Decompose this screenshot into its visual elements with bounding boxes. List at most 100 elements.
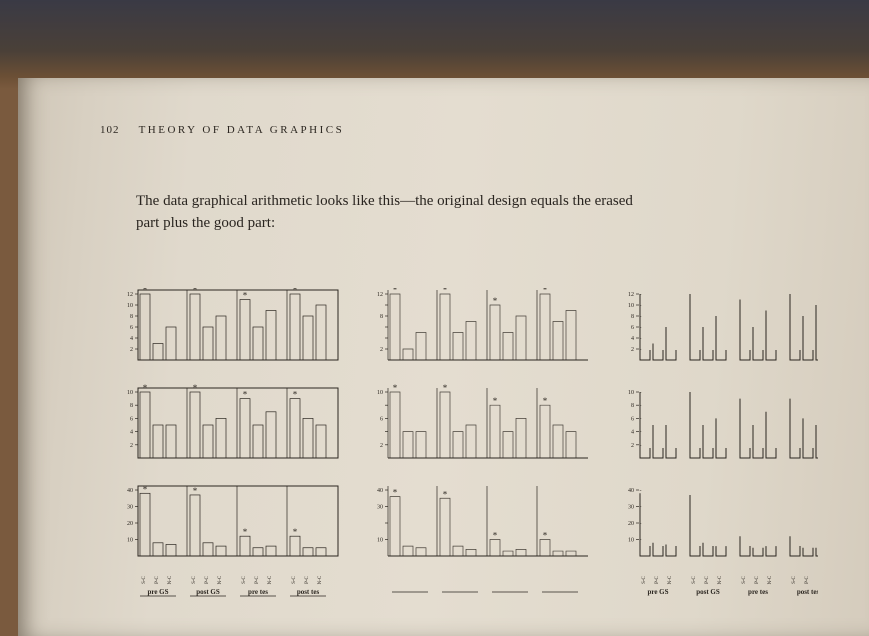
svg-text:*: * <box>193 486 198 496</box>
svg-text:20: 20 <box>127 521 133 527</box>
svg-text:N-C: N-C <box>168 575 173 584</box>
svg-text:P-C: P-C <box>255 575 260 583</box>
svg-text:post GS: post GS <box>196 588 220 596</box>
svg-text:10: 10 <box>628 303 634 309</box>
svg-text:30: 30 <box>628 505 634 511</box>
svg-text:*: * <box>143 383 148 393</box>
running-head: 102 THEORY OF DATA GRAPHICS <box>100 124 344 136</box>
svg-text:S-C: S-C <box>292 575 297 583</box>
svg-text:30: 30 <box>377 505 383 511</box>
svg-text:P-C: P-C <box>755 575 760 583</box>
svg-text:*: * <box>393 383 398 393</box>
svg-text:S-C: S-C <box>242 575 247 583</box>
svg-text:8: 8 <box>130 314 133 320</box>
svg-text:40: 40 <box>127 488 133 494</box>
svg-text:*: * <box>543 396 548 406</box>
svg-text:*: * <box>443 489 448 499</box>
svg-text:P-C: P-C <box>805 575 810 583</box>
svg-text:2: 2 <box>380 347 383 353</box>
svg-text:10: 10 <box>628 390 634 396</box>
svg-text:12: 12 <box>628 292 634 298</box>
svg-text:*: * <box>493 296 498 306</box>
svg-text:4: 4 <box>130 430 133 436</box>
svg-text:8: 8 <box>380 314 383 320</box>
svg-text:S-C: S-C <box>692 575 697 583</box>
svg-text:P-C: P-C <box>655 575 660 583</box>
svg-text:*: * <box>443 288 448 295</box>
svg-text:2: 2 <box>631 347 634 353</box>
body-paragraph: The data graphical arithmetic looks like… <box>136 191 656 235</box>
page-number: 102 <box>100 124 120 136</box>
svg-text:2: 2 <box>130 443 133 449</box>
svg-text:12: 12 <box>377 292 383 298</box>
svg-text:*: * <box>393 288 398 295</box>
svg-text:*: * <box>243 390 248 400</box>
svg-text:2: 2 <box>130 347 133 353</box>
svg-text:*: * <box>293 288 298 295</box>
svg-text:N-C: N-C <box>318 575 323 584</box>
svg-text:*: * <box>243 291 248 301</box>
svg-text:6: 6 <box>130 416 133 422</box>
svg-text:post tes: post tes <box>297 588 320 596</box>
svg-text:2: 2 <box>631 443 634 449</box>
svg-text:N-C: N-C <box>218 575 223 584</box>
svg-text:20: 20 <box>628 521 634 527</box>
svg-text:6: 6 <box>631 416 634 422</box>
svg-text:N-C: N-C <box>268 575 273 584</box>
svg-text:-: - <box>640 488 642 494</box>
svg-text:S-C: S-C <box>142 575 147 583</box>
book-page: 102 THEORY OF DATA GRAPHICS The data gra… <box>18 78 869 636</box>
svg-text:pre tes: pre tes <box>748 588 768 596</box>
svg-text:40: 40 <box>377 488 383 494</box>
svg-text:8: 8 <box>631 314 634 320</box>
svg-text:S-C: S-C <box>742 575 747 583</box>
svg-text:10: 10 <box>377 390 383 396</box>
svg-text:10: 10 <box>377 538 383 544</box>
svg-text:6: 6 <box>380 416 383 422</box>
svg-text:*: * <box>193 288 198 295</box>
svg-text:P-C: P-C <box>205 575 210 583</box>
svg-text:10: 10 <box>127 538 133 544</box>
svg-text:*: * <box>143 288 148 295</box>
svg-text:*: * <box>243 527 248 537</box>
svg-text:*: * <box>193 383 198 393</box>
svg-text:*: * <box>293 527 298 537</box>
svg-text:*: * <box>393 488 398 498</box>
svg-text:10: 10 <box>127 390 133 396</box>
svg-text:P-C: P-C <box>705 575 710 583</box>
svg-text:pre GS: pre GS <box>147 588 168 596</box>
svg-text:4: 4 <box>631 430 634 436</box>
svg-text:6: 6 <box>631 325 634 331</box>
svg-text:4: 4 <box>631 336 634 342</box>
svg-text:*: * <box>293 390 298 400</box>
panels-svg: 2 4 6 8 10 12 * * * * 2 4 6 8 10 * * * * 10 20 30 40 * * * * S-C P-C… <box>118 288 818 618</box>
svg-text:8: 8 <box>631 403 634 409</box>
svg-text:post GS: post GS <box>696 588 720 596</box>
svg-text:*: * <box>543 288 548 295</box>
svg-text:S-C: S-C <box>192 575 197 583</box>
chart-panels: 2 4 6 8 10 12 * * * * 2 4 6 8 10 * * * * 10 20 30 40 * * * * S-C P-C… <box>118 288 818 618</box>
svg-text:*: * <box>493 531 498 541</box>
svg-text:S-C: S-C <box>792 575 797 583</box>
svg-text:N-C: N-C <box>668 575 673 584</box>
svg-text:pre tes: pre tes <box>248 588 268 596</box>
svg-text:*: * <box>443 383 448 393</box>
svg-text:40: 40 <box>628 488 634 494</box>
svg-text:30: 30 <box>127 505 133 511</box>
svg-text:*: * <box>493 396 498 406</box>
photo-background: 102 THEORY OF DATA GRAPHICS The data gra… <box>0 0 869 636</box>
svg-text:P-C: P-C <box>155 575 160 583</box>
svg-text:N-C: N-C <box>718 575 723 584</box>
svg-text:8: 8 <box>130 403 133 409</box>
running-title: THEORY OF DATA GRAPHICS <box>139 124 345 136</box>
svg-text:post tes: post tes <box>797 588 818 596</box>
svg-text:10: 10 <box>628 538 634 544</box>
svg-text:pre GS: pre GS <box>647 588 668 596</box>
svg-text:12: 12 <box>127 292 133 298</box>
svg-text:*: * <box>143 484 148 494</box>
svg-text:S-C: S-C <box>642 575 647 583</box>
svg-text:*: * <box>543 531 548 541</box>
svg-text:4: 4 <box>130 336 133 342</box>
svg-text:6: 6 <box>130 325 133 331</box>
svg-text:N-C: N-C <box>768 575 773 584</box>
